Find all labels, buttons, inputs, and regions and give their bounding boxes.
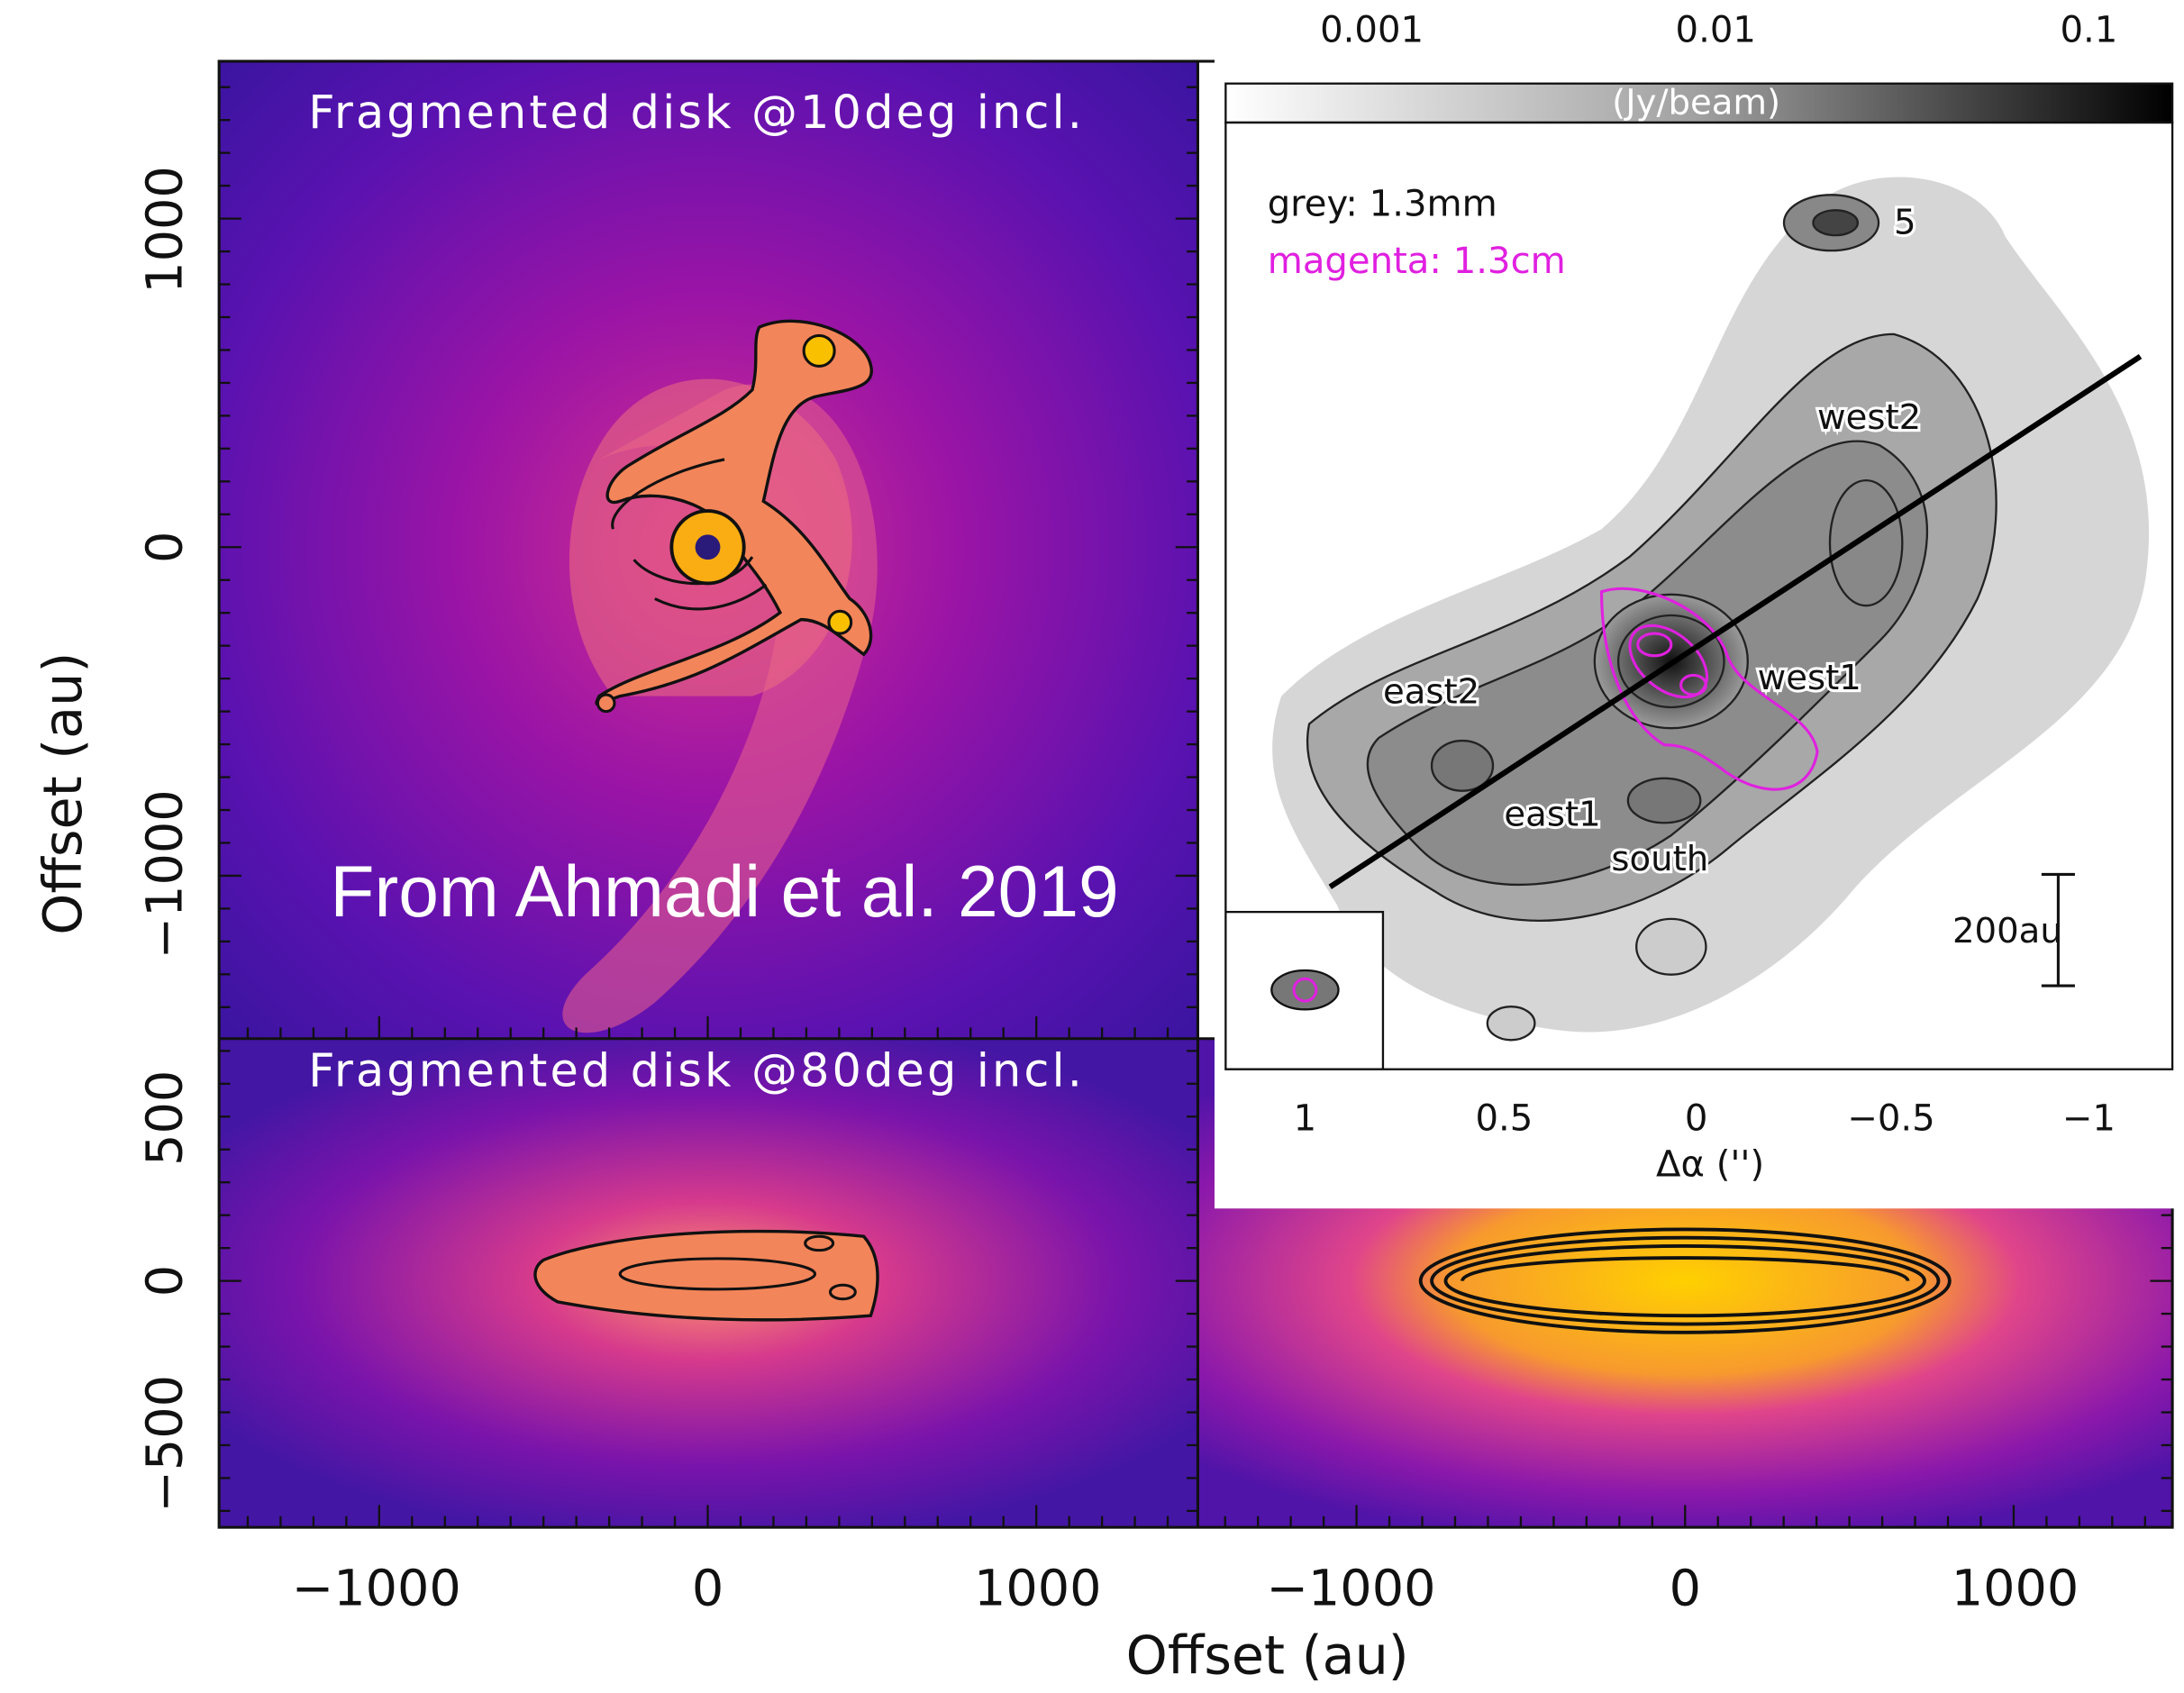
inset-image — [1225, 177, 2150, 1070]
source-label: south — [1611, 839, 1708, 879]
x-tick-label: 0 — [1670, 1560, 1701, 1618]
source-label: east1 — [1504, 794, 1600, 834]
x-tick-label: 1000 — [974, 1560, 1102, 1618]
x-tick-label: −1000 — [292, 1560, 461, 1618]
contour — [1635, 917, 1707, 976]
y-tick-label: −500 — [135, 1375, 194, 1513]
inset-x-tick: 1 — [1294, 1098, 1317, 1140]
magenta-contour — [1679, 673, 1707, 696]
contour — [1430, 739, 1495, 792]
inner-contour — [804, 1234, 835, 1252]
central-core — [695, 534, 721, 560]
inset-frame — [1224, 121, 2174, 1070]
inner-contour — [828, 1283, 857, 1301]
y-tick-label: 500 — [135, 1070, 194, 1166]
colorbar-tick: 0.01 — [1676, 9, 1756, 50]
colorbar — [1224, 82, 2174, 124]
annotation: From Ahmadi et al. 2019 — [330, 851, 1118, 933]
fragment-contour — [533, 1229, 879, 1322]
x-tick-label: 0 — [692, 1560, 723, 1618]
y-axis-label: Offset (au) — [32, 652, 94, 935]
y-tick-label: 1000 — [135, 166, 194, 294]
y-tick-label: −1000 — [135, 789, 194, 959]
fragment — [802, 333, 836, 368]
face-on-panel — [219, 60, 1198, 1039]
contour — [1626, 777, 1702, 824]
source-label: west2 — [1817, 397, 1921, 438]
scale-label: 200au — [1952, 911, 2062, 951]
inset-x-tick: 0.5 — [1475, 1098, 1533, 1140]
source-label: west1 — [1758, 658, 1861, 698]
model-contour — [1418, 1227, 1952, 1334]
y-tick-label: 0 — [135, 532, 194, 563]
fragment — [596, 693, 616, 714]
inset-x-tick: −0.5 — [1847, 1098, 1935, 1140]
y-tick-label: 0 — [135, 1265, 194, 1297]
inner-contour — [618, 1257, 817, 1291]
beam — [1270, 969, 1340, 1011]
contour — [1828, 478, 1904, 607]
contour — [1812, 209, 1860, 237]
inset-x-label: Δα ('') — [1656, 1144, 1764, 1186]
colorbar-tick: 0.1 — [2060, 9, 2117, 50]
pv-cut — [1328, 353, 2143, 889]
contour — [1616, 614, 1725, 709]
legend-grey: grey: 1.3mm — [1268, 184, 1497, 225]
magenta-contour — [1636, 632, 1673, 658]
panel-title: Fragmented disk @80deg incl. — [308, 1044, 1085, 1097]
source-label: east2 — [1383, 671, 1479, 712]
x-tick-label: −1000 — [1266, 1560, 1435, 1618]
x-tick-label: 1000 — [1952, 1560, 2079, 1618]
legend-magenta: magenta: 1.3cm — [1268, 241, 1566, 282]
panel-title: Fragmented disk @10deg incl. — [308, 86, 1085, 140]
model-contour — [1443, 1244, 1926, 1318]
fragment-contour — [595, 319, 873, 706]
beam-box — [1225, 910, 1385, 1070]
fragment — [827, 609, 853, 635]
source-label: 5 — [1894, 203, 1916, 243]
model-contour — [1461, 1256, 1910, 1282]
inset-x-tick: −1 — [2062, 1098, 2116, 1140]
inset-x-tick: 0 — [1685, 1098, 1708, 1140]
model-contour — [1430, 1235, 1941, 1326]
beam-magenta — [1292, 977, 1318, 1003]
colorbar-label: (Jy/beam) — [1612, 83, 1780, 123]
x-axis-label: Offset (au) — [1126, 1625, 1409, 1686]
colorbar-tick: 0.001 — [1320, 9, 1424, 50]
inner-contour — [611, 458, 768, 611]
contour — [1486, 1006, 1536, 1042]
